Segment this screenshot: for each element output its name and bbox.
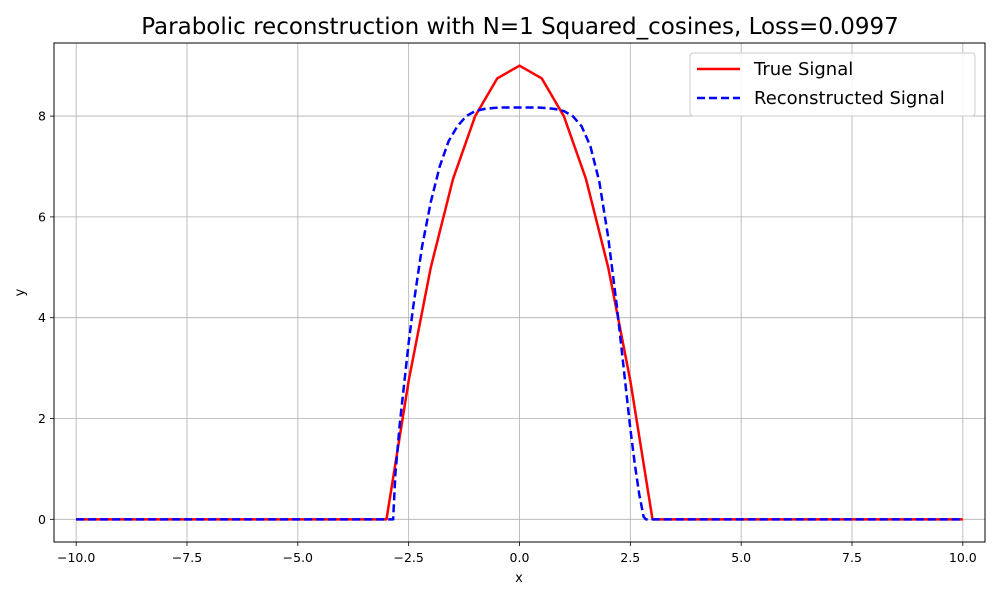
series-line-true-signal bbox=[76, 64, 963, 521]
x-tick-label: −7.5 bbox=[172, 550, 202, 565]
legend-label-reconstructed-signal: Reconstructed Signal bbox=[754, 88, 945, 109]
x-tick-label: 10.0 bbox=[949, 550, 977, 565]
x-tick-label: 2.5 bbox=[620, 550, 640, 565]
y-tick-label: 2 bbox=[38, 411, 46, 426]
legend-box bbox=[689, 52, 976, 117]
y-tick-label: 8 bbox=[38, 109, 46, 124]
x-tick-label: −10.0 bbox=[57, 550, 95, 565]
x-axis-label: x bbox=[515, 571, 523, 586]
series-layer bbox=[76, 64, 963, 521]
legend-label-true-signal: True Signal bbox=[753, 59, 853, 80]
y-axis-label: y bbox=[13, 288, 28, 296]
y-tick-label: 6 bbox=[38, 209, 46, 224]
y-tick-label: 0 bbox=[38, 512, 46, 527]
legend: True Signal Reconstructed Signal bbox=[689, 52, 976, 117]
y-tick-label: 4 bbox=[38, 310, 46, 325]
x-tick-label: 5.0 bbox=[731, 550, 751, 565]
x-tick-label: −2.5 bbox=[393, 550, 423, 565]
x-tick-label: 0.0 bbox=[510, 550, 530, 565]
series-line-reconstructed-signal bbox=[76, 106, 963, 521]
chart-title: Parabolic reconstruction with N=1 Square… bbox=[141, 14, 899, 40]
x-tick-label: 7.5 bbox=[842, 550, 862, 565]
axis-ticks: −10.0 −7.5 −5.0 −2.5 0.0 2.5 5.0 7.5 10.0 0 2 4 6 8 bbox=[38, 109, 977, 565]
x-tick-label: −5.0 bbox=[283, 550, 313, 565]
